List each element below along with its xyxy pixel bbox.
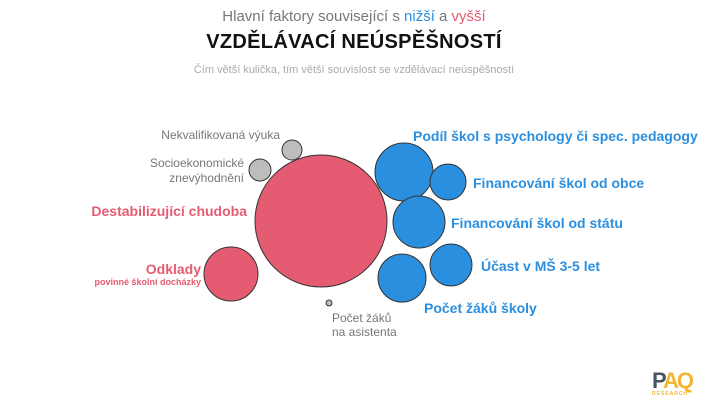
bubble-ucast-ms bbox=[429, 243, 473, 287]
bubble-financovani-stat bbox=[392, 195, 446, 249]
paq-logo: PAQ RESEARCH bbox=[652, 368, 694, 398]
label-odklady: Odklady povinné školní docházky bbox=[94, 261, 201, 287]
odklady-sub: povinné školní docházky bbox=[94, 277, 201, 287]
title: VZDĚLÁVACÍ NEÚSPĚŠNOSTÍ bbox=[206, 31, 502, 53]
label-psychologove: Podíl škol s psychology či spec. pedagog… bbox=[413, 128, 698, 144]
label-financovani-obec: Financování škol od obce bbox=[473, 175, 645, 191]
socio-line1: Socioekonomické bbox=[149, 156, 244, 170]
asist-line1: Počet žáků bbox=[332, 311, 392, 325]
bubble-financovani-obec bbox=[429, 163, 467, 201]
subtitle-text: Hlavní faktory související s bbox=[222, 8, 405, 25]
label-zaku-na-asistenta: Počet žáků na asistenta bbox=[332, 311, 397, 339]
bubble-destabilizujici-chudoba bbox=[254, 154, 388, 288]
logo-text: PAQ bbox=[652, 368, 694, 393]
bubble-nekvalifikovana-vyuka bbox=[281, 139, 303, 161]
bubble-zaku-na-asistenta bbox=[325, 299, 333, 307]
bubble-pocet-zaku bbox=[377, 253, 427, 303]
subtitle: Hlavní faktory související s nižší a vyš… bbox=[0, 8, 708, 25]
label-pocet-zaku: Počet žáků školy bbox=[424, 300, 537, 316]
odklady-title: Odklady bbox=[145, 261, 201, 277]
subtitle-higher: vyšší bbox=[451, 8, 486, 25]
logo-subtext: RESEARCH bbox=[652, 391, 689, 397]
label-ucast-ms: Účast v MŠ 3-5 let bbox=[481, 258, 601, 274]
label-socioekonomicke: Socioekonomické znevýhodnění bbox=[150, 156, 244, 186]
label-nekvalifikovana-vyuka: Nekvalifikovaná výuka bbox=[161, 128, 280, 142]
subtitle-lower: nižší bbox=[404, 8, 435, 25]
label-destabilizujici-chudoba: Destabilizující chudoba bbox=[91, 203, 247, 219]
bubble-odklady bbox=[203, 246, 259, 302]
socio-line2: znevýhodnění bbox=[169, 171, 244, 185]
bubble-psychologove bbox=[374, 142, 434, 202]
asist-line2: na asistenta bbox=[332, 325, 397, 339]
bubble-socioekonomicke bbox=[248, 158, 272, 182]
note: Čím větší kulička, tím větší souvislost … bbox=[193, 64, 515, 76]
subtitle-and: a bbox=[434, 8, 452, 25]
label-financovani-stat: Financování škol od státu bbox=[451, 215, 623, 231]
